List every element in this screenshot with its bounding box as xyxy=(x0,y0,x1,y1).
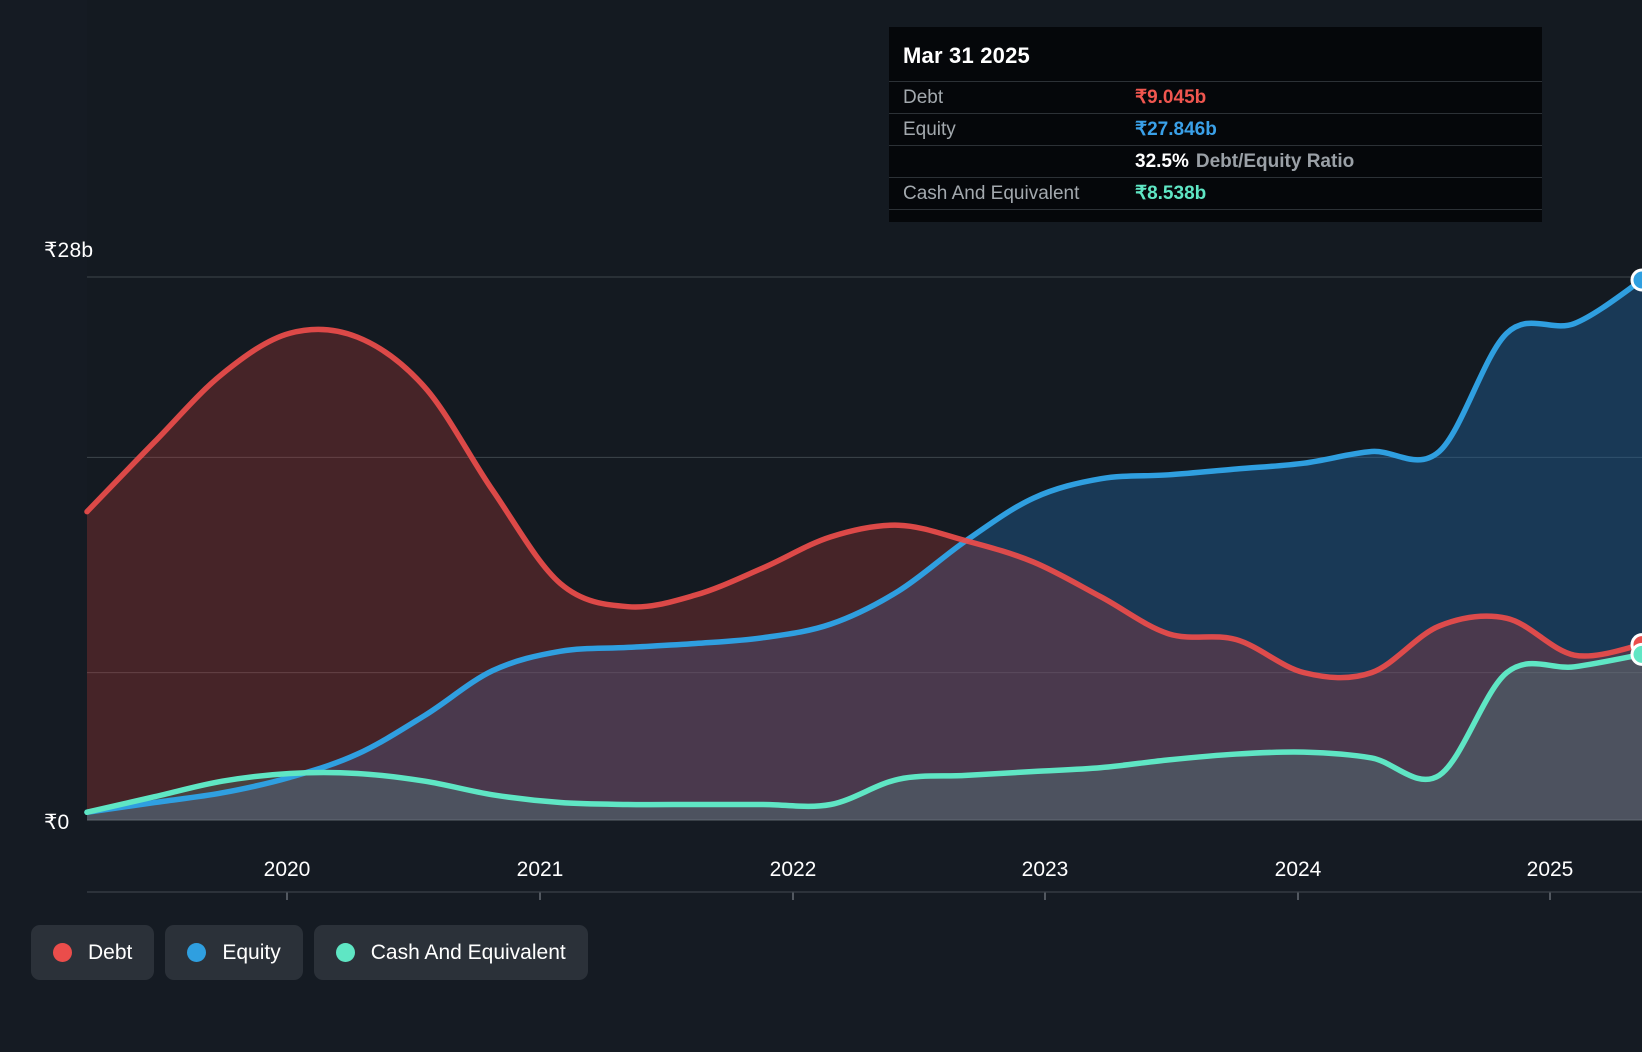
series-area-debt xyxy=(87,329,1642,820)
legend-item-debt[interactable]: Debt xyxy=(31,925,155,980)
y-axis-zero-label: ₹0 xyxy=(44,811,70,834)
tooltip-cash-value: ₹8.538b xyxy=(1135,183,1207,204)
x-axis-tick-2020: 2020 xyxy=(263,858,311,881)
tooltip-ratio-label: Debt/Equity Ratio xyxy=(1195,150,1355,172)
legend-color-dot-icon xyxy=(53,943,72,962)
endpoint-marker-cash-and-equivalent[interactable] xyxy=(1630,642,1642,666)
tooltip-row-ratio: 32.5% Debt/Equity Ratio xyxy=(889,145,1542,177)
series-area-equity xyxy=(87,279,1642,820)
tooltip-row-debt: Debt ₹9.045b xyxy=(889,81,1542,113)
legend-item-label: Cash And Equivalent xyxy=(370,940,566,964)
x-axis-tick-2024: 2024 xyxy=(1274,858,1322,881)
legend-item-cash-and-equivalent[interactable]: Cash And Equivalent xyxy=(313,925,588,980)
tooltip-footer-divider xyxy=(889,209,1542,222)
x-axis-tick-2023: 2023 xyxy=(1021,858,1069,881)
legend-item-label: Equity xyxy=(222,940,281,964)
tooltip-equity-value: ₹27.846b xyxy=(1135,119,1217,140)
tooltip-equity-label: Equity xyxy=(903,118,956,140)
tooltip-ratio-percent: 32.5% xyxy=(1135,150,1189,172)
series-line-equity xyxy=(84,277,1642,815)
tooltip-row-cash: Cash And Equivalent ₹8.538b xyxy=(889,177,1542,209)
x-axis-tick-2022: 2022 xyxy=(769,858,817,881)
series-line-debt xyxy=(84,326,1642,681)
x-axis-tick-2025: 2025 xyxy=(1526,858,1574,881)
chart-tooltip: Mar 31 2025 Debt ₹9.045b Equity ₹27.846b… xyxy=(889,27,1542,222)
chart-legend: Debt Equity Cash And Equivalent xyxy=(31,925,588,980)
legend-color-dot-icon xyxy=(335,943,355,962)
tooltip-row-equity: Equity ₹27.846b xyxy=(889,113,1542,145)
y-axis-max-label: ₹28b xyxy=(44,239,94,262)
endpoint-marker-equity[interactable] xyxy=(1630,268,1642,292)
tooltip-debt-label: Debt xyxy=(903,86,944,108)
legend-item-equity[interactable]: Equity xyxy=(165,925,303,980)
x-axis-tick-2021: 2021 xyxy=(516,858,564,881)
tooltip-ratio-group: 32.5% Debt/Equity Ratio xyxy=(1135,151,1354,173)
series-line-cash-and-equivalent xyxy=(84,651,1642,815)
tooltip-cash-label: Cash And Equivalent xyxy=(903,182,1080,204)
legend-color-dot-icon xyxy=(187,943,207,962)
tooltip-date: Mar 31 2025 xyxy=(903,43,1030,68)
series-area-cash-and-equivalent xyxy=(87,654,1642,820)
legend-item-label: Debt xyxy=(88,940,133,964)
tooltip-debt-value: ₹9.045b xyxy=(1135,87,1207,108)
